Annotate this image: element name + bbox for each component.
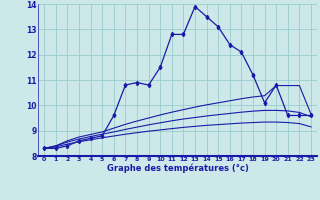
X-axis label: Graphe des températures (°c): Graphe des températures (°c) (107, 164, 249, 173)
